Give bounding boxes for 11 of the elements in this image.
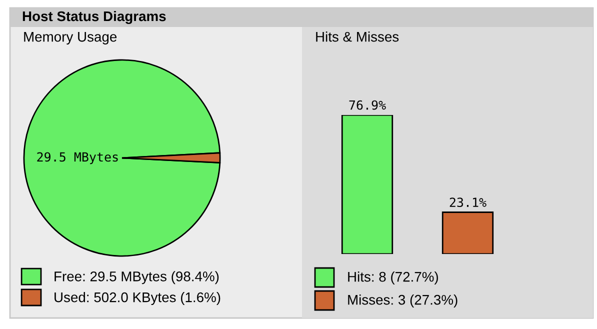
legend-label: Free: 29.5 MBytes (98.4%) (54, 271, 219, 284)
chart-title: Hits & Misses (316, 32, 399, 42)
data-label: 23.1% (450, 198, 486, 208)
text: 29.5 MBytes (37, 152, 118, 164)
text: Hits: 8 (72.7%) (348, 272, 438, 284)
pie-slice (23, 59, 221, 257)
text: Misses: 3 (27.3%) (348, 294, 458, 308)
legend-label: Used: 502.0 KBytes (1.6%) (54, 292, 220, 305)
data-label: 76.9% (349, 100, 386, 110)
text: Host Status Diagrams (22, 10, 166, 24)
chart-title: Memory Usage (24, 32, 117, 44)
